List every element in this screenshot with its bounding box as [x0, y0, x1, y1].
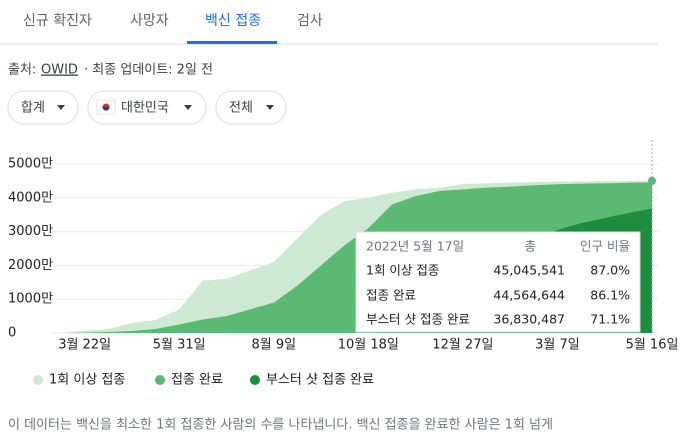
- x-tick-label: 5월 16일: [626, 338, 679, 353]
- tooltip: 2022년 5월 17일 총 인구 비율 1회 이상 접종 45,045,541…: [355, 231, 641, 333]
- tooltip-percent: 87.0%: [590, 263, 630, 278]
- tab[interactable]: 사망자: [130, 13, 169, 29]
- x-tick-label: 5월 31일: [153, 338, 206, 353]
- dropdown-label: 전체: [229, 101, 253, 116]
- tooltip-row-label: 부스터 샷 접종 완료: [366, 312, 470, 327]
- tooltip-total: 36,830,487: [493, 312, 565, 327]
- x-tick-label: 12월 27일: [432, 338, 493, 353]
- tooltip-total: 44,564,644: [493, 288, 565, 303]
- dropdown[interactable]: [215, 90, 287, 125]
- y-tick-label: 1000만: [8, 292, 53, 307]
- tooltip-percent: 71.1%: [590, 312, 630, 327]
- legend-swatch: [250, 375, 260, 385]
- tab[interactable]: 검사: [297, 13, 323, 29]
- x-tick-label: 3월 7일: [535, 338, 580, 353]
- legend-label: 1회 이상 접종: [49, 373, 125, 388]
- x-tick-label: 10월 18일: [338, 338, 399, 353]
- x-tick-label: 8월 9일: [251, 338, 296, 353]
- footnote: 이 데이터는 백신을 최소한 1회 접종한 사람의 수를 나타냅니다. 백신 접…: [8, 418, 553, 433]
- y-tick-label: 4000만: [8, 190, 53, 205]
- tab-active[interactable]: 백신 접종: [205, 13, 261, 29]
- dropdown-arrow: [184, 105, 192, 110]
- legend-swatch: [33, 375, 43, 385]
- tooltip-percent: 86.1%: [590, 288, 630, 303]
- tab[interactable]: 신규 확진자: [23, 13, 92, 29]
- dropdown-arrow: [57, 105, 65, 110]
- update-info: · 최종 업데이트: 2일 전: [84, 63, 213, 78]
- legend-label: 부스터 샷 접종 완료: [266, 373, 374, 388]
- dropdown-label: 합계: [21, 101, 45, 116]
- dropdown-label: 대한민국: [121, 101, 169, 116]
- tab-indicator: [187, 41, 277, 44]
- hover-dot: [648, 176, 656, 185]
- tooltip-date: 2022년 5월 17일: [366, 239, 464, 254]
- x-tick-label: 3월 22일: [58, 338, 111, 353]
- flag-symbol: [102, 107, 110, 111]
- legend-swatch: [155, 375, 165, 385]
- tooltip-box: [355, 231, 641, 333]
- legend-label: 접종 완료: [171, 373, 223, 388]
- dropdown[interactable]: [7, 90, 79, 125]
- tooltip-total: 45,045,541: [493, 263, 565, 278]
- source-label: 출처:: [8, 63, 36, 78]
- tooltip-header: 인구 비율: [580, 239, 630, 254]
- source-link[interactable]: OWID: [41, 63, 78, 78]
- y-tick-label: 0: [8, 326, 16, 341]
- y-tick-label: 5000만: [8, 157, 53, 172]
- dropdown-arrow: [266, 105, 274, 110]
- tooltip-row-label: 접종 완료: [366, 288, 416, 303]
- tooltip-row-label: 1회 이상 접종: [366, 263, 439, 278]
- tooltip-header: 총: [524, 239, 536, 254]
- y-tick-label: 3000만: [8, 224, 53, 239]
- dropdown[interactable]: [87, 90, 207, 125]
- y-tick-label: 2000만: [8, 258, 53, 273]
